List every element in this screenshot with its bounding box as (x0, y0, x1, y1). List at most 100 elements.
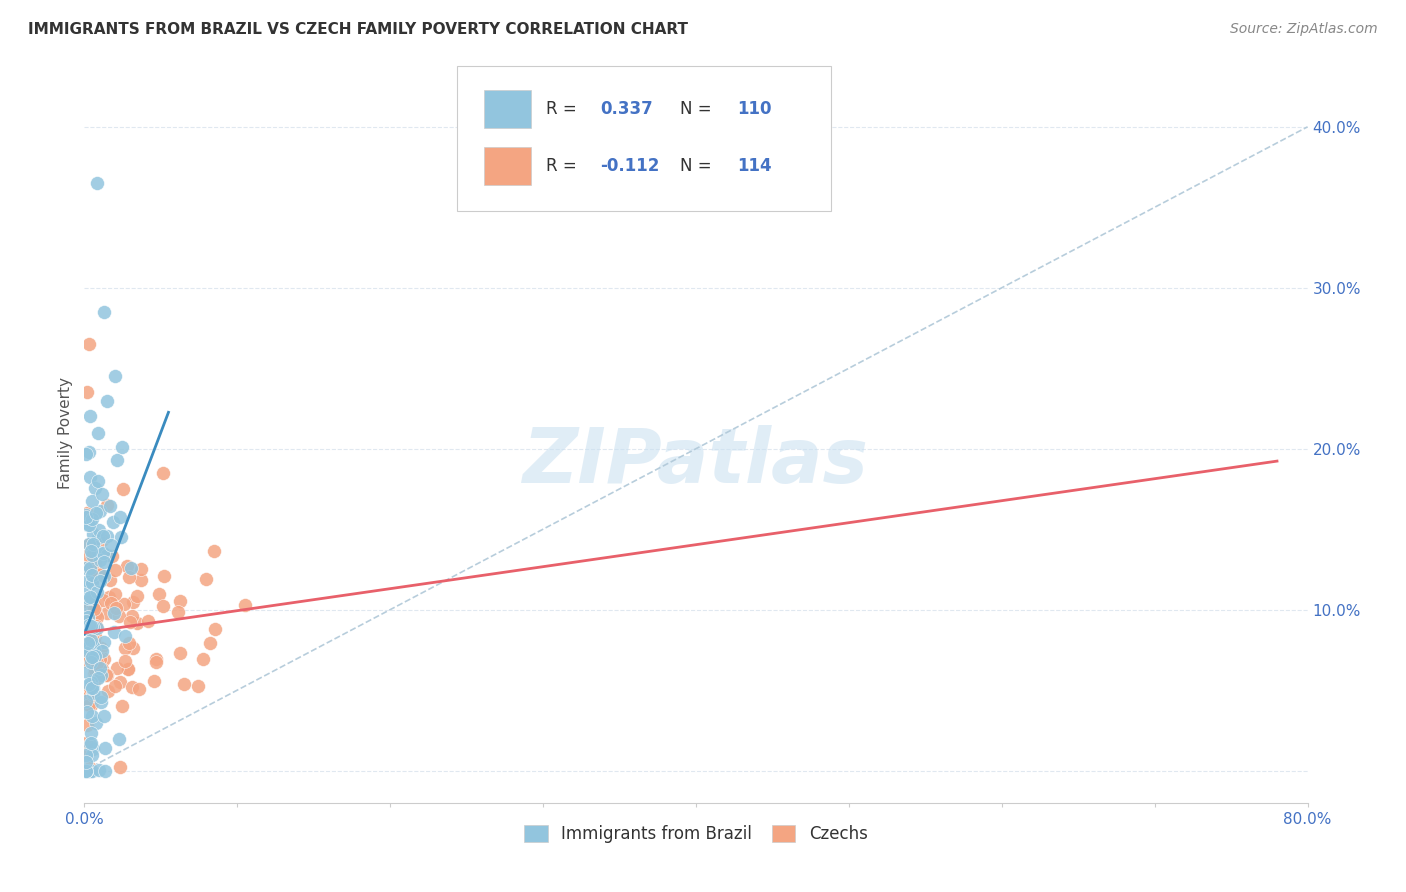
Point (128, 682, 150, 697)
Point (90, 641, 112, 656)
Point (86, 618, 108, 632)
Point (79, 599, 101, 613)
Point (76, 706, 98, 720)
Point (77, 647, 100, 661)
Point (82, 493, 104, 508)
Point (79, 737, 101, 751)
Point (98, 499, 121, 513)
Point (89, 504, 111, 518)
Point (79, 651, 101, 665)
Point (111, 699, 134, 714)
Point (117, 662, 139, 676)
Point (120, 561, 142, 575)
Point (76, 506, 98, 520)
Point (82, 639, 104, 653)
Point (169, 647, 191, 661)
Point (90, 690, 112, 705)
Point (84, 653, 107, 667)
Point (79, 515, 101, 529)
Point (90, 667, 112, 681)
Point (80, 544, 103, 558)
Point (111, 440, 134, 454)
Point (79, 409, 101, 423)
Point (110, 530, 132, 544)
Point (75, 744, 97, 758)
Point (83, 648, 105, 663)
Point (152, 569, 174, 583)
Point (91, 643, 114, 657)
Point (193, 652, 215, 666)
Point (100, 549, 122, 563)
Point (79, 591, 101, 605)
Point (82, 681, 104, 695)
Point (80, 575, 103, 590)
Point (103, 606, 125, 620)
FancyBboxPatch shape (457, 66, 831, 211)
Point (204, 622, 226, 636)
Point (77, 610, 100, 624)
Point (79, 764, 101, 778)
Point (80, 635, 103, 649)
Point (131, 573, 153, 587)
Point (77, 518, 100, 533)
Bar (484, 90, 531, 128)
Point (89, 552, 111, 566)
Point (105, 601, 128, 615)
Point (79, 761, 101, 775)
Point (84, 600, 107, 615)
Point (76, 610, 98, 624)
Point (87, 545, 110, 559)
Point (96, 394, 118, 409)
Point (105, 660, 128, 674)
Point (110, 760, 132, 774)
Point (75, 736, 97, 750)
Point (84, 607, 107, 621)
Point (91, 533, 114, 548)
Point (82, 741, 104, 756)
Point (91, 529, 114, 543)
Point (77, 337, 100, 351)
Point (93, 635, 115, 649)
Point (86, 621, 108, 635)
Point (83, 663, 105, 677)
Point (87, 531, 110, 545)
Point (104, 679, 127, 693)
Point (83, 646, 105, 660)
Point (75, 561, 97, 575)
Point (118, 570, 141, 584)
Point (75, 508, 97, 522)
Point (96, 606, 118, 620)
Point (86, 656, 108, 670)
Point (77, 591, 100, 605)
Point (80, 726, 103, 740)
Point (77, 618, 100, 632)
Point (112, 597, 135, 611)
Point (104, 369, 127, 384)
Point (169, 594, 191, 608)
Point (82, 620, 104, 634)
Point (83, 666, 105, 681)
Point (80, 764, 103, 778)
Point (89, 652, 111, 666)
Point (82, 645, 104, 659)
Point (80, 512, 103, 526)
Point (200, 635, 222, 649)
Point (122, 594, 145, 608)
Point (79, 687, 101, 701)
Point (103, 624, 125, 639)
Point (80, 548, 103, 562)
Point (145, 655, 167, 669)
Point (77, 445, 100, 459)
Point (76, 644, 98, 658)
Text: N =: N = (681, 100, 717, 118)
Point (77, 537, 100, 551)
Point (89, 763, 111, 777)
Point (202, 544, 225, 558)
Point (87, 668, 110, 682)
Point (87, 566, 110, 580)
Point (98, 590, 121, 604)
Point (84, 507, 107, 521)
Point (79, 537, 101, 551)
Point (100, 538, 122, 552)
Text: Source: ZipAtlas.com: Source: ZipAtlas.com (1230, 22, 1378, 37)
